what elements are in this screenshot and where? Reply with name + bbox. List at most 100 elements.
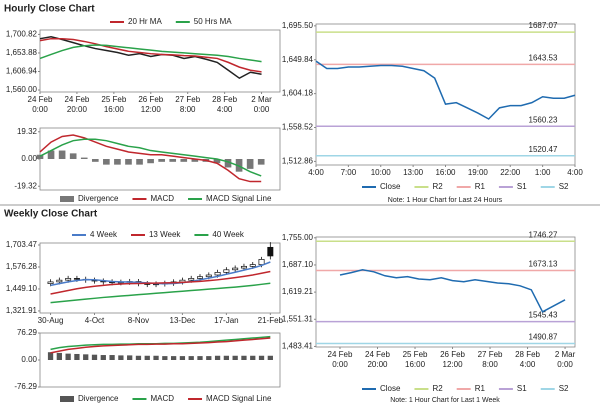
legend-label: 4 Week	[90, 230, 118, 239]
y-tick-label: -19.32	[14, 181, 37, 190]
x-tick-label: 19:00	[468, 168, 489, 177]
section-title: Weekly Close Chart	[4, 209, 98, 220]
legend-label: 20 Hr MA	[128, 17, 162, 26]
divergence-bar	[197, 356, 203, 360]
x-tick-label: 24 Feb 0:00	[328, 350, 353, 369]
divergence-bar	[74, 353, 80, 360]
pivot-level-label: 1746.27	[529, 230, 558, 239]
y-tick-label: 1,512.86	[282, 157, 314, 166]
divergence-bar	[191, 159, 199, 162]
y-tick-label: 1,649.84	[282, 55, 314, 64]
candle-body	[223, 269, 230, 273]
x-tick-label-line: 25 Feb	[403, 350, 428, 359]
divergence-bar	[147, 159, 154, 164]
candle-body	[188, 278, 195, 281]
x-tick-label: 4:00	[308, 168, 324, 177]
y-tick-label: 1,551.31	[282, 314, 314, 323]
pivot-level-label: 1490.87	[529, 333, 558, 342]
candle-body	[214, 272, 221, 276]
divergence-bar	[169, 159, 177, 162]
x-tick-label-line: 24 Feb	[64, 95, 89, 104]
divergence-bar	[118, 355, 124, 360]
x-tick-label-line: 24 Feb	[328, 350, 353, 359]
series-line	[39, 44, 262, 63]
y-tick-label: 1,483.41	[282, 342, 314, 351]
x-tick-label: 7:00	[341, 168, 357, 177]
y-tick-label: 76.29	[17, 328, 38, 337]
divergence-bar	[206, 356, 212, 360]
y-tick-label: 1,449.10	[6, 284, 38, 293]
x-tick-label: 24 Feb 20:00	[365, 350, 390, 369]
x-tick-label-line: 24 Feb	[365, 350, 390, 359]
x-tick-label-line: 12:00	[443, 360, 464, 369]
x-tick-label: 28 Feb 4:00	[212, 95, 237, 114]
x-tick-label: 26 Feb 12:00	[440, 350, 465, 369]
x-tick-label: 25 Feb 16:00	[403, 350, 428, 369]
x-tick-label-line: 20:00	[67, 105, 88, 114]
x-tick-label-line: 4:00	[520, 360, 536, 369]
y-tick-label: 1,560.00	[6, 85, 38, 94]
divergence-bar	[125, 159, 132, 165]
divergence-bar	[109, 355, 115, 360]
x-tick-label-line: 4:00	[217, 105, 233, 114]
x-tick-label: 4:00	[567, 168, 583, 177]
divergence-bar	[214, 355, 221, 360]
x-tick-label-line: 20:00	[367, 360, 388, 369]
legend-swatch	[60, 396, 74, 402]
legend-label: MACD	[150, 194, 174, 203]
divergence-bar	[188, 356, 194, 360]
divergence-bar	[136, 159, 143, 165]
x-tick-label-line: 28 Feb	[212, 95, 237, 104]
y-tick-label: 0.00	[21, 154, 37, 163]
x-tick-label-line: 0:00	[332, 360, 348, 369]
x-tick-label: 8-Nov	[128, 316, 149, 325]
divergence-bar	[69, 153, 77, 159]
y-tick-label: -76.29	[14, 382, 37, 391]
y-tick-label: 1,606.94	[6, 67, 38, 76]
plot-frame	[39, 29, 281, 93]
y-tick-label: 1,687.10	[282, 260, 314, 269]
x-tick-label-line: 26 Feb	[138, 95, 163, 104]
series-line	[50, 282, 271, 304]
chart-note: Note: 1 Hour Chart for Last 1 Week	[390, 397, 500, 404]
series-line	[339, 269, 566, 313]
legend-label: 13 Week	[149, 230, 181, 239]
candle-body	[197, 276, 203, 279]
x-tick-label: 25 Feb 16:00	[101, 95, 126, 114]
legend-label: S1	[517, 182, 527, 191]
candle-body	[232, 267, 239, 271]
divergence-bar	[250, 355, 256, 360]
plot-frame	[39, 242, 281, 314]
legend-label: Close	[380, 384, 401, 393]
series-line	[315, 60, 576, 120]
divergence-bar	[153, 355, 159, 360]
divergence-bar	[103, 159, 110, 165]
x-tick-label: 2 Mar 0:00	[251, 95, 272, 114]
x-tick-label: 27 Feb 8:00	[478, 350, 503, 369]
x-tick-label-line: 25 Feb	[101, 95, 126, 104]
x-tick-label: 13-Dec	[170, 316, 196, 325]
candle-body	[65, 278, 72, 281]
x-tick-label-line: 0:00	[32, 105, 48, 114]
pivot-level-label: 1560.23	[529, 115, 558, 124]
x-tick-label: 16:00	[435, 168, 456, 177]
candle-body	[205, 274, 212, 278]
divergence-bar	[47, 352, 54, 360]
divergence-bar	[170, 356, 177, 360]
x-tick-label: 24 Feb 20:00	[64, 95, 89, 114]
x-tick-label: 4-Oct	[85, 316, 105, 325]
divergence-bar	[144, 355, 150, 360]
x-tick-label: 24 Feb 0:00	[28, 95, 53, 114]
divergence-bar	[179, 356, 186, 360]
y-tick-label: 1,700.82	[6, 30, 38, 39]
legend-label: R2	[432, 384, 443, 393]
pivot-level-label: 1643.53	[529, 54, 558, 63]
x-tick-label: 17-Jan	[214, 316, 238, 325]
legend-label: S2	[559, 182, 569, 191]
x-tick-label: 13:00	[403, 168, 424, 177]
pivot-level-label: 1687.07	[529, 21, 558, 30]
legend-label: 40 Week	[212, 230, 244, 239]
legend-label: MACD Signal Line	[206, 394, 272, 403]
x-tick-label-line: 27 Feb	[175, 95, 200, 104]
